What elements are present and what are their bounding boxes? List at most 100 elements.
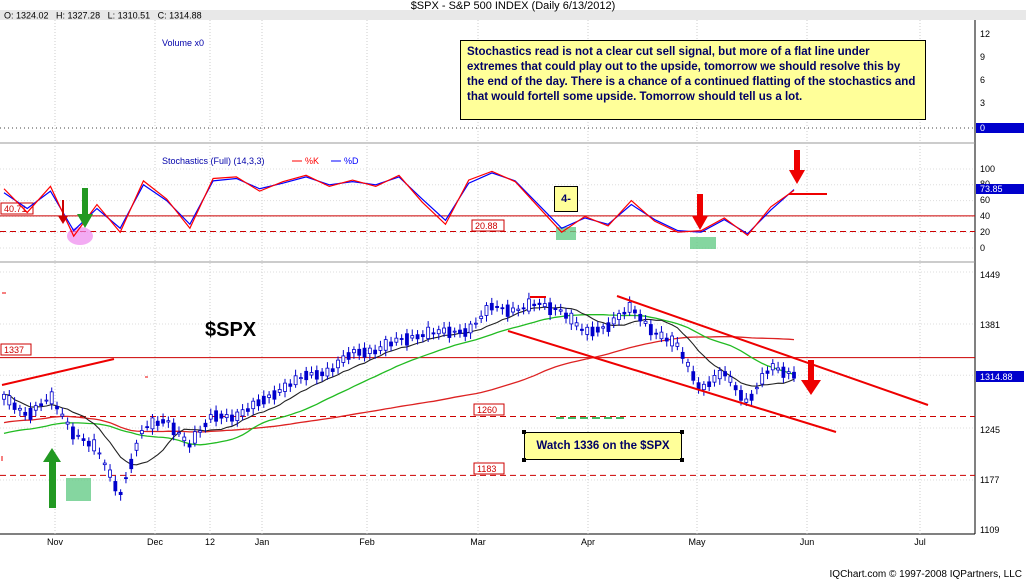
price-bar xyxy=(28,407,33,420)
price-bar xyxy=(187,443,192,448)
price-axis-label: 1109 xyxy=(980,525,999,535)
price-bar xyxy=(622,311,627,315)
price-bar xyxy=(150,417,155,430)
oversold-highlight xyxy=(690,237,716,249)
price-bar xyxy=(81,438,86,441)
price-bar xyxy=(330,368,335,372)
price-bar xyxy=(12,402,17,410)
selection-handle[interactable] xyxy=(522,430,526,434)
stoch-last-value: 73.85 xyxy=(980,184,1003,194)
price-bar xyxy=(7,395,12,406)
price-level-1260: 1260 xyxy=(477,405,497,415)
price-axis-label: 1381 xyxy=(980,320,1000,330)
price-bar xyxy=(654,332,659,335)
price-bar xyxy=(765,370,770,374)
price-bar xyxy=(251,400,256,410)
x-axis-label: Dec xyxy=(147,537,164,547)
price-bar xyxy=(145,426,150,429)
stoch-mid-level-box xyxy=(471,219,505,232)
price-bar xyxy=(71,426,75,440)
price-bar xyxy=(304,370,309,381)
price-bar xyxy=(595,326,600,333)
price-bar xyxy=(574,322,579,327)
price-bar xyxy=(134,442,139,451)
price-axis: 1449 1381 1245 1177 1109 xyxy=(980,270,1000,535)
price-bar xyxy=(670,335,674,347)
stoch-axis-label: 60 xyxy=(980,195,990,205)
price-bar xyxy=(336,359,340,369)
price-bar xyxy=(786,371,791,374)
price-bar xyxy=(521,307,526,310)
price-bar xyxy=(495,305,499,308)
price-bar xyxy=(648,324,653,336)
price-bar xyxy=(33,405,38,411)
price-bar xyxy=(426,326,431,339)
x-axis-label: Nov xyxy=(47,537,64,547)
price-bar xyxy=(389,341,393,347)
selection-handle[interactable] xyxy=(522,458,526,462)
price-bar xyxy=(712,374,717,383)
stoch-axis-label: 20 xyxy=(980,227,990,237)
price-bar xyxy=(479,315,484,319)
price-bar xyxy=(420,334,425,338)
price-bar xyxy=(288,383,293,387)
price-bar xyxy=(171,422,176,436)
price-bar xyxy=(601,326,606,329)
price-bar xyxy=(447,326,452,338)
price-bar xyxy=(49,391,54,405)
price-bar xyxy=(309,372,314,376)
stoch-k-line xyxy=(3,170,795,238)
price-bars xyxy=(2,292,796,501)
price-bar xyxy=(643,320,648,324)
price-bar xyxy=(452,330,457,333)
price-bar xyxy=(505,304,510,317)
price-bar xyxy=(728,376,733,383)
price-bar xyxy=(638,313,643,322)
price-bar xyxy=(564,312,568,319)
price-bar xyxy=(442,327,446,334)
price-bar xyxy=(686,361,690,367)
selection-handle[interactable] xyxy=(680,458,684,462)
x-axis-label: Jun xyxy=(800,537,815,547)
price-bar xyxy=(585,326,590,335)
stoch-left-level: 40.71 xyxy=(4,204,27,214)
price-bar xyxy=(367,347,372,354)
price-bar xyxy=(325,367,330,377)
price-bar xyxy=(86,440,91,447)
price-bar xyxy=(314,370,319,380)
price-bar xyxy=(245,408,250,412)
price-bar xyxy=(617,313,621,320)
price-bar xyxy=(770,363,775,371)
stoch-last-value-tag xyxy=(976,184,1024,194)
price-bar xyxy=(177,432,181,435)
channel-lower-line xyxy=(507,330,837,433)
ma-fast-line xyxy=(3,306,795,466)
ma-slow-line xyxy=(3,336,795,433)
price-bar xyxy=(102,462,107,466)
selection-handle[interactable] xyxy=(680,430,684,434)
price-bar xyxy=(701,383,706,391)
price-bar xyxy=(553,308,558,311)
price-bar xyxy=(124,477,128,480)
price-bar xyxy=(166,420,171,423)
grid-lines xyxy=(0,20,975,534)
price-level-1183: 1183 xyxy=(477,464,496,474)
price-bar xyxy=(489,302,494,311)
price-bar xyxy=(44,399,49,402)
price-bar xyxy=(484,305,489,316)
price-bar xyxy=(717,369,722,380)
price-bar xyxy=(611,317,616,325)
down-arrow-icon xyxy=(801,360,821,395)
price-bar xyxy=(754,387,759,390)
price-bar xyxy=(633,309,637,314)
stoch-level-lines xyxy=(0,215,975,233)
x-axis: Nov Dec 12 Jan Feb Mar Apr May Jun Jul xyxy=(47,537,926,547)
price-bar xyxy=(744,398,749,403)
trendline xyxy=(1,358,115,386)
price-bar xyxy=(357,348,362,356)
ma-mid-line xyxy=(3,313,795,446)
price-bar xyxy=(97,452,102,455)
price-bar xyxy=(283,382,287,392)
price-level-lines xyxy=(0,357,975,476)
price-bar xyxy=(55,405,59,410)
